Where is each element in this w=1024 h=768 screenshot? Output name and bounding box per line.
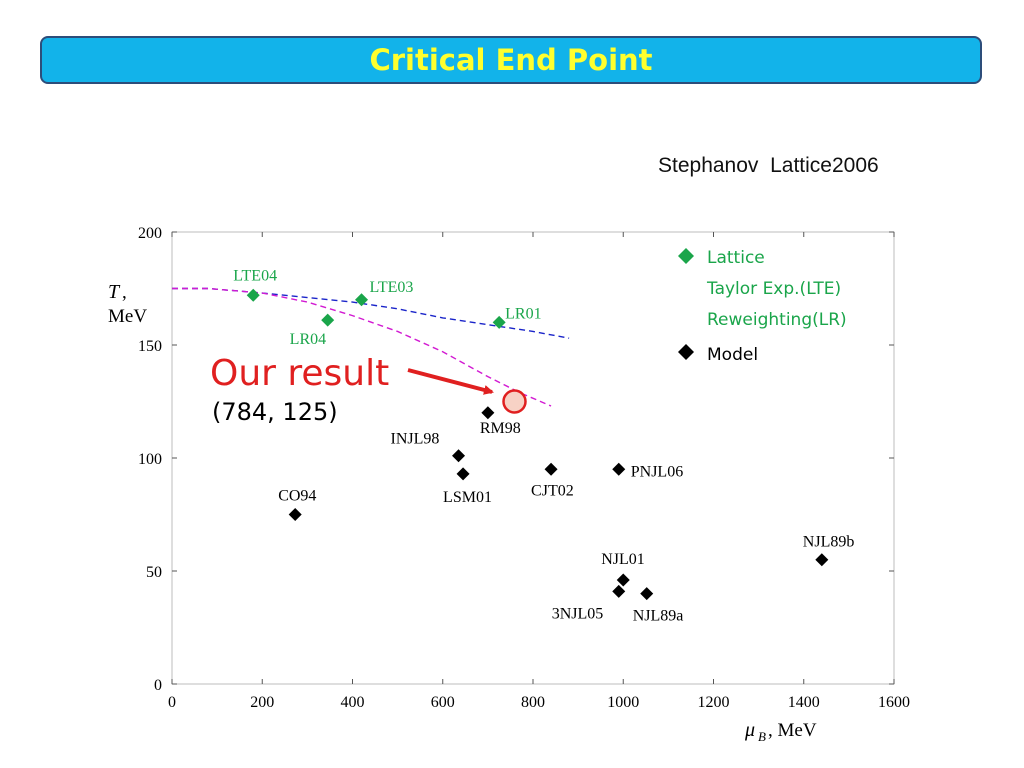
point-label-njl89a: NJL89a [633, 608, 684, 625]
y-axis-comma: , [122, 282, 127, 303]
point-cjt02 [544, 462, 558, 476]
x-tick-label: 0 [168, 694, 176, 711]
slide-title: Critical End Point [369, 43, 653, 77]
y-tick-label: 0 [154, 677, 162, 694]
point-lte04 [246, 288, 260, 302]
point-lr04 [321, 313, 335, 327]
legend-model-label: Model [707, 345, 758, 365]
x-tick-label: 600 [431, 694, 455, 711]
point-label-3njl05: 3NJL05 [552, 605, 604, 622]
point-pnjl06 [612, 462, 626, 476]
phase-curve-2 [172, 287, 552, 407]
point-label-pnjl06: PNJL06 [631, 463, 683, 480]
legend-model-marker [678, 344, 694, 360]
point-njl89a [640, 587, 654, 601]
point-3njl05 [612, 584, 626, 598]
y-axis: 0 50 100 150 200 [138, 225, 894, 694]
our-result-value: (784, 125) [212, 398, 338, 426]
y-tick-label: 200 [138, 225, 162, 242]
x-axis-subscript: B [758, 729, 766, 744]
legend-lattice-line-1: Lattice [707, 248, 765, 268]
point-co94 [288, 508, 302, 521]
y-axis-unit: MeV [108, 306, 147, 327]
point-label-rm98: RM98 [480, 420, 521, 437]
point-label-co94: CO94 [278, 488, 316, 505]
x-axis: 0 200 400 600 800 1000 1200 1400 1600 [168, 232, 910, 711]
point-rm98 [481, 406, 495, 420]
point-label-njl01: NJL01 [601, 551, 645, 568]
point-label-njl89b: NJL89b [803, 534, 855, 551]
legend: Lattice Taylor Exp.(LTE) Reweighting(LR)… [678, 248, 847, 365]
legend-lattice-line-3: Reweighting(LR) [707, 310, 847, 330]
point-label-lte03: LTE03 [370, 279, 414, 296]
our-result-marker [502, 389, 527, 414]
title-bar: Critical End Point [40, 36, 982, 84]
y-tick-label: 150 [138, 338, 162, 355]
point-njl01 [616, 573, 630, 587]
source-reference: Stephanov Lattice2006 [658, 154, 879, 177]
point-label-injl98: INJL98 [391, 431, 440, 448]
y-tick-label: 50 [146, 564, 162, 581]
x-tick-label: 1400 [788, 694, 820, 711]
point-injl98 [452, 449, 466, 463]
data-points: LTE04 LTE03 LR04 LR01 RM98 INJL98 LSM01 CJT02 PN… [233, 267, 854, 624]
x-tick-label: 1000 [607, 694, 639, 711]
point-njl89b [815, 553, 829, 567]
x-tick-label: 200 [250, 694, 274, 711]
point-label-lsm01: LSM01 [443, 489, 492, 506]
legend-lattice-line-2: Taylor Exp.(LTE) [706, 279, 841, 299]
point-label-cjt02: CJT02 [531, 482, 574, 499]
our-result-label: Our result [210, 353, 389, 394]
point-label-lr04: LR04 [290, 331, 326, 348]
x-axis-variable: μ [744, 719, 755, 741]
x-tick-label: 400 [341, 694, 365, 711]
x-tick-label: 1200 [698, 694, 730, 711]
point-label-lte04: LTE04 [233, 267, 277, 284]
point-lte03 [355, 293, 369, 307]
point-label-lr01: LR01 [505, 305, 541, 322]
point-lsm01 [456, 467, 470, 481]
plot-frame [171, 231, 895, 685]
our-result-arrow [407, 368, 494, 395]
x-axis-unit: , MeV [768, 720, 817, 741]
x-tick-label: 800 [521, 694, 545, 711]
x-tick-label: 1600 [878, 694, 910, 711]
phase-curves [172, 287, 570, 407]
legend-lattice-marker [678, 248, 694, 264]
point-lr01 [492, 315, 506, 329]
y-axis-variable: T [108, 281, 121, 303]
y-tick-label: 100 [138, 451, 162, 468]
